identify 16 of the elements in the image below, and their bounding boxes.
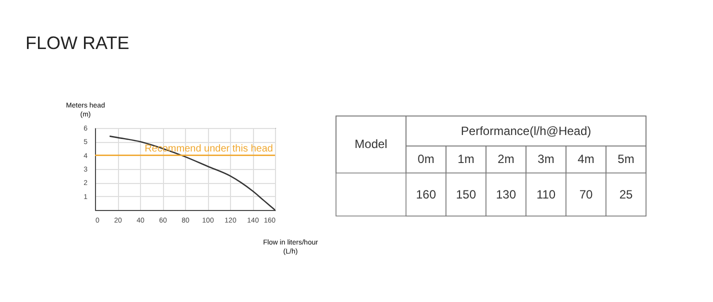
data-label: 25 [619, 188, 633, 202]
x-tick-label: 2m [498, 152, 514, 166]
data-label: 130 [496, 188, 516, 202]
chart-title: Performance(l/h@Head) [460, 124, 592, 138]
data-label: 70 [579, 188, 593, 202]
y-axis-title: Model [354, 137, 388, 151]
data-label: 160 [416, 188, 436, 202]
data-label: 110 [536, 188, 556, 202]
chart-title: FLOW RATE [26, 33, 130, 53]
x-tick-label: 4m [578, 152, 594, 166]
x-tick-label: 5m [618, 152, 634, 166]
x-tick-label: 1m [458, 152, 474, 166]
data-label: 150 [456, 188, 476, 202]
x-tick-label: 0m [418, 152, 434, 166]
x-tick-label: 3m [538, 152, 554, 166]
line-series [108, 136, 276, 211]
